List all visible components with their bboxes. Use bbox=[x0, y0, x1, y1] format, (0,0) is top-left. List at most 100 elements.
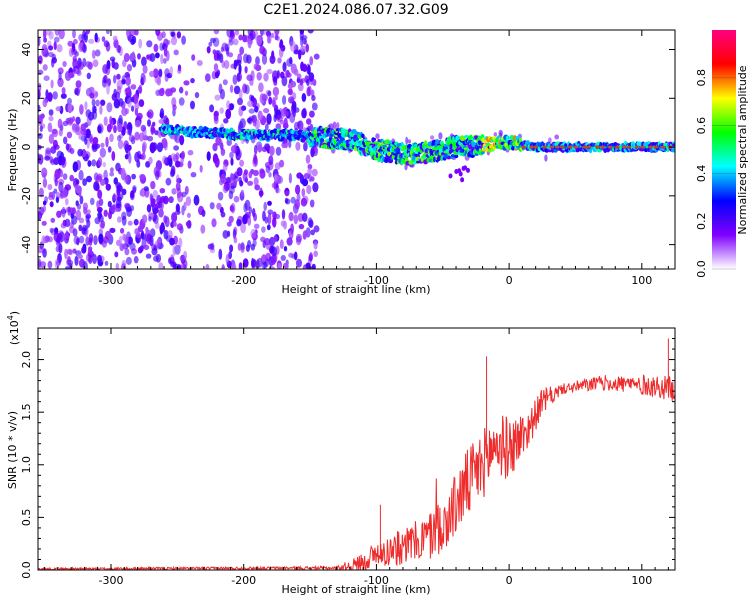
noise-dot bbox=[90, 197, 95, 206]
noise-dot bbox=[124, 87, 131, 94]
noise-dot bbox=[251, 257, 255, 269]
noise-dot bbox=[229, 172, 234, 183]
noise-dot bbox=[430, 135, 435, 140]
ridge-dot bbox=[253, 135, 257, 139]
noise-dot bbox=[305, 154, 311, 164]
spectrogram-noise-dots bbox=[38, 30, 561, 269]
noise-dot bbox=[272, 76, 278, 83]
noise-dot bbox=[302, 212, 308, 222]
noise-dot bbox=[133, 218, 139, 226]
noise-dot bbox=[264, 143, 271, 151]
noise-dot bbox=[233, 195, 240, 203]
noise-dot bbox=[164, 73, 169, 82]
noise-dot bbox=[49, 201, 54, 208]
noise-dot bbox=[138, 84, 143, 94]
y-tick-label: -20 bbox=[20, 187, 33, 205]
noise-dot bbox=[63, 232, 70, 239]
colorbar-ticks: 0.0 0.2 0.4 0.6 0.8 bbox=[695, 69, 736, 278]
noise-dot bbox=[146, 40, 153, 48]
noise-dot bbox=[282, 62, 287, 72]
noise-dot bbox=[61, 156, 66, 162]
noise-dot bbox=[274, 162, 281, 171]
noise-dot bbox=[259, 169, 266, 179]
noise-dot bbox=[213, 51, 218, 61]
noise-dot bbox=[210, 37, 216, 43]
noise-dot bbox=[259, 45, 266, 55]
noise-dot bbox=[69, 174, 74, 182]
noise-dot bbox=[50, 146, 57, 154]
noise-dot bbox=[332, 121, 337, 130]
noise-dot bbox=[282, 95, 287, 105]
noise-dot bbox=[50, 217, 56, 223]
noise-dot bbox=[160, 222, 165, 233]
noise-dot bbox=[276, 35, 280, 41]
noise-dot bbox=[212, 143, 218, 152]
noise-dot bbox=[112, 192, 117, 201]
noise-dot bbox=[225, 108, 232, 120]
noise-dot bbox=[183, 250, 188, 261]
noise-dot bbox=[220, 148, 226, 156]
noise-dot bbox=[121, 211, 127, 221]
snr-y-ticks: 0.0 0.5 1.0 1.5 2.0 bbox=[20, 338, 675, 579]
noise-dot bbox=[258, 82, 264, 93]
ridge-dot bbox=[478, 139, 482, 146]
noise-dot bbox=[438, 132, 443, 140]
noise-dot bbox=[269, 55, 276, 64]
noise-dot bbox=[107, 200, 112, 208]
noise-dot bbox=[283, 246, 288, 252]
noise-dot bbox=[231, 263, 237, 269]
noise-dot bbox=[87, 160, 92, 167]
noise-dot bbox=[186, 212, 191, 218]
noise-dot bbox=[286, 58, 293, 67]
noise-dot bbox=[67, 206, 71, 216]
noise-dot bbox=[170, 87, 177, 93]
noise-dot bbox=[82, 43, 87, 54]
noise-dot bbox=[170, 31, 176, 37]
noise-dot bbox=[290, 223, 294, 235]
noise-dot bbox=[243, 202, 248, 213]
noise-dot bbox=[149, 53, 156, 62]
noise-dot bbox=[56, 210, 62, 218]
noise-dot bbox=[78, 169, 84, 181]
noise-dot bbox=[159, 108, 165, 120]
y-tick-label: 0.5 bbox=[20, 509, 33, 527]
noise-dot bbox=[312, 182, 319, 193]
noise-dot bbox=[311, 168, 318, 177]
noise-dot bbox=[67, 97, 72, 105]
noise-dot bbox=[305, 262, 311, 269]
noise-dot bbox=[86, 72, 92, 80]
noise-dot bbox=[149, 142, 156, 154]
noise-dot bbox=[283, 262, 289, 269]
noise-dot bbox=[175, 160, 181, 168]
noise-dot bbox=[98, 214, 104, 223]
noise-dot bbox=[179, 86, 184, 94]
noise-dot bbox=[218, 83, 223, 94]
noise-dot bbox=[96, 200, 100, 209]
noise-dot bbox=[165, 177, 172, 186]
ridge-dot bbox=[166, 124, 172, 129]
noise-dot bbox=[307, 164, 313, 170]
noise-dot bbox=[93, 235, 98, 246]
noise-dot bbox=[226, 46, 230, 57]
noise-dot bbox=[126, 30, 130, 37]
noise-dot bbox=[275, 187, 281, 194]
noise-dot bbox=[266, 224, 271, 231]
noise-dot bbox=[97, 254, 102, 263]
noise-dot bbox=[233, 59, 237, 70]
noise-dot bbox=[75, 80, 82, 88]
ridge-dot bbox=[460, 177, 465, 183]
noise-dot bbox=[175, 203, 180, 213]
noise-dot bbox=[229, 151, 234, 159]
noise-dot bbox=[116, 196, 123, 202]
noise-dot bbox=[216, 202, 222, 210]
y-tick-label: 20 bbox=[20, 91, 33, 105]
noise-dot bbox=[191, 54, 196, 61]
noise-dot bbox=[81, 246, 87, 254]
noise-dot bbox=[154, 240, 161, 248]
noise-dot bbox=[498, 129, 503, 137]
noise-dot bbox=[158, 262, 164, 269]
colorbar-tick-label: 0.4 bbox=[695, 165, 708, 183]
noise-dot bbox=[88, 38, 95, 44]
noise-dot bbox=[247, 38, 252, 49]
noise-dot bbox=[205, 263, 210, 269]
